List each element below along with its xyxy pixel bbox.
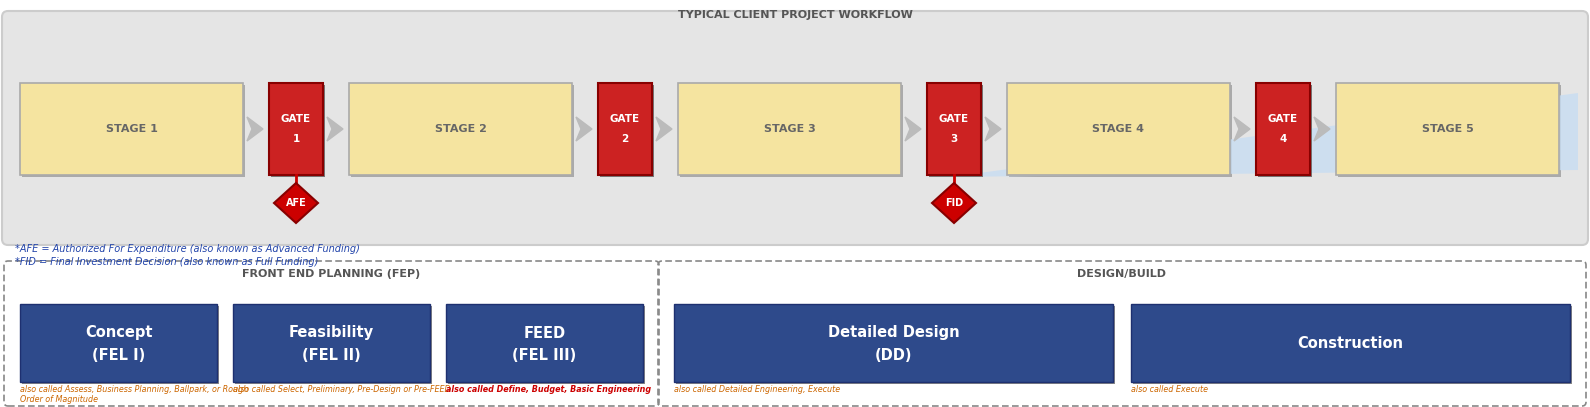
Text: Construction: Construction [1297, 335, 1404, 350]
FancyBboxPatch shape [22, 85, 245, 177]
Polygon shape [984, 117, 1002, 141]
Text: *AFE = Authorized For Expenditure (also known as Advanced Funding): *AFE = Authorized For Expenditure (also … [14, 244, 359, 254]
Polygon shape [932, 183, 976, 223]
Polygon shape [905, 117, 921, 141]
FancyBboxPatch shape [447, 304, 642, 382]
FancyBboxPatch shape [1256, 83, 1310, 175]
Text: STAGE 5: STAGE 5 [1421, 124, 1474, 134]
Text: Concept: Concept [84, 326, 153, 341]
Text: TYPICAL CLIENT PROJECT WORKFLOW: TYPICAL CLIENT PROJECT WORKFLOW [677, 10, 913, 20]
Polygon shape [657, 117, 673, 141]
Polygon shape [949, 93, 1577, 177]
Text: DESIGN/BUILD: DESIGN/BUILD [1078, 269, 1167, 279]
FancyBboxPatch shape [270, 85, 324, 177]
FancyBboxPatch shape [448, 306, 646, 384]
Text: FEED: FEED [523, 326, 566, 341]
Text: FID: FID [944, 198, 964, 208]
Text: 2: 2 [622, 134, 628, 144]
Text: GATE: GATE [1267, 114, 1297, 124]
FancyBboxPatch shape [21, 83, 243, 175]
FancyBboxPatch shape [1336, 83, 1560, 175]
Text: GATE: GATE [281, 114, 312, 124]
Text: FRONT END PLANNING (FEP): FRONT END PLANNING (FEP) [242, 269, 421, 279]
FancyBboxPatch shape [22, 306, 219, 384]
Text: also called Define, Budget, Basic Engineering: also called Define, Budget, Basic Engine… [447, 385, 652, 394]
Text: also called Assess, Business Planning, Ballpark, or Rough
Order of Magnitude: also called Assess, Business Planning, B… [21, 385, 248, 405]
Polygon shape [576, 117, 591, 141]
FancyBboxPatch shape [1130, 304, 1569, 382]
Text: STAGE 3: STAGE 3 [763, 124, 816, 134]
Polygon shape [273, 183, 318, 223]
FancyBboxPatch shape [235, 306, 432, 384]
Text: GATE: GATE [940, 114, 968, 124]
FancyBboxPatch shape [2, 11, 1588, 245]
Text: STAGE 1: STAGE 1 [105, 124, 157, 134]
Text: (FEL III): (FEL III) [512, 348, 577, 363]
Text: Feasibility: Feasibility [289, 326, 374, 341]
FancyBboxPatch shape [598, 83, 652, 175]
FancyBboxPatch shape [677, 83, 902, 175]
Text: *FID = Final Investment Decision (also known as Full Funding): *FID = Final Investment Decision (also k… [14, 257, 318, 267]
FancyBboxPatch shape [21, 304, 216, 382]
FancyBboxPatch shape [234, 304, 429, 382]
Text: Detailed Design: Detailed Design [828, 326, 959, 341]
Text: also called Execute: also called Execute [1130, 385, 1208, 394]
Text: STAGE 2: STAGE 2 [434, 124, 487, 134]
Polygon shape [1234, 117, 1250, 141]
Text: also called Detailed Engineering, Execute: also called Detailed Engineering, Execut… [674, 385, 840, 394]
Text: (FEL I): (FEL I) [92, 348, 145, 363]
Text: also called Select, Preliminary, Pre-Design or Pre-FEED: also called Select, Preliminary, Pre-Des… [234, 385, 450, 394]
Polygon shape [246, 117, 262, 141]
FancyBboxPatch shape [269, 83, 323, 175]
Text: 3: 3 [951, 134, 957, 144]
FancyBboxPatch shape [1134, 306, 1573, 384]
Text: AFE: AFE [286, 198, 307, 208]
Text: STAGE 4: STAGE 4 [1092, 124, 1145, 134]
Text: 4: 4 [1280, 134, 1286, 144]
FancyBboxPatch shape [351, 85, 574, 177]
Text: (FEL II): (FEL II) [302, 348, 361, 363]
FancyBboxPatch shape [674, 304, 1113, 382]
Text: 1: 1 [293, 134, 299, 144]
FancyBboxPatch shape [1006, 83, 1231, 175]
FancyBboxPatch shape [681, 85, 903, 177]
Text: GATE: GATE [611, 114, 641, 124]
Polygon shape [1313, 117, 1329, 141]
FancyBboxPatch shape [1339, 85, 1561, 177]
FancyBboxPatch shape [676, 306, 1115, 384]
FancyBboxPatch shape [929, 85, 983, 177]
FancyBboxPatch shape [1258, 85, 1312, 177]
FancyBboxPatch shape [599, 85, 653, 177]
FancyBboxPatch shape [927, 83, 981, 175]
FancyBboxPatch shape [1010, 85, 1232, 177]
Text: (DD): (DD) [875, 348, 913, 363]
Polygon shape [328, 117, 343, 141]
FancyBboxPatch shape [348, 83, 572, 175]
